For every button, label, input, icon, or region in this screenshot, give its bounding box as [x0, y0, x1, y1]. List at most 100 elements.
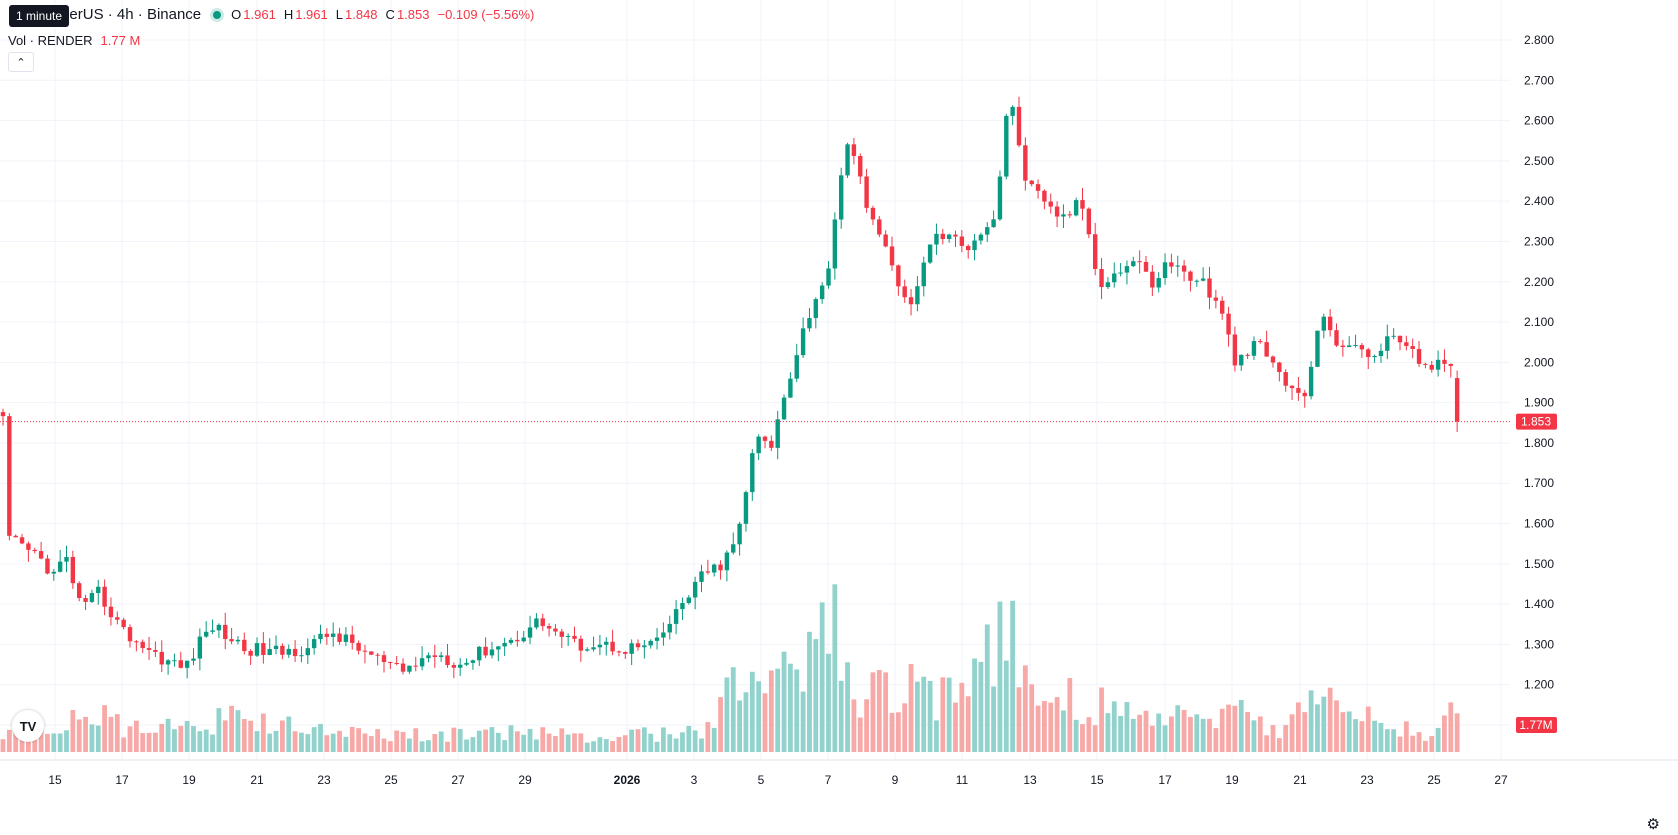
candle-up	[1200, 278, 1206, 281]
time-axis[interactable]: 15 17 19 21 23 25 27 29 2026 3 5 7 9 11 13 15 17 19 21 23 25…	[0, 759, 1678, 787]
candle-down	[559, 631, 564, 637]
candle-up	[839, 175, 844, 220]
volume-bar	[895, 712, 901, 752]
candle-down	[1042, 190, 1047, 202]
volume-bar	[1442, 715, 1447, 752]
candle-up	[813, 299, 818, 319]
collapse-legend-button[interactable]: ⌃	[8, 52, 34, 72]
volume-bar	[534, 739, 539, 752]
volume-bar	[1378, 722, 1384, 752]
candle-up	[743, 492, 749, 524]
volume-bar	[857, 717, 863, 752]
volume-bar	[267, 733, 273, 752]
candle-down	[1283, 372, 1288, 386]
volume-bar	[140, 733, 146, 752]
candle-up	[731, 544, 736, 553]
gear-icon[interactable]: ⚙	[1646, 816, 1660, 833]
candle-up	[235, 639, 241, 642]
candle-up	[57, 561, 63, 572]
candle-up	[534, 618, 539, 628]
open-value: 1.961	[243, 7, 276, 22]
candle-down	[1016, 106, 1022, 146]
candle-down	[1226, 313, 1231, 335]
candle-down	[908, 297, 914, 305]
price-axis[interactable]: 2.800 2.700 2.600 2.500 2.400 2.300 2.200 2.100…	[1516, 33, 1557, 733]
candle-up	[331, 633, 336, 637]
close-value: 1.853	[396, 7, 430, 22]
candle-down	[261, 643, 266, 656]
volume-bar	[883, 672, 889, 752]
candle-up	[318, 633, 323, 640]
candles	[0, 96, 1460, 679]
candle-down	[1340, 345, 1346, 348]
volume-bar	[1416, 732, 1422, 752]
candle-up	[1010, 106, 1015, 116]
volume-bar	[1080, 724, 1085, 752]
candle-down	[966, 245, 971, 251]
volume-bar	[1035, 705, 1041, 752]
volume-bar	[13, 724, 19, 752]
volume-bar	[324, 735, 330, 752]
volume-bar	[203, 729, 209, 752]
volume-bar	[603, 739, 609, 752]
volume-bar	[661, 727, 666, 752]
volume-label: Vol · RENDER	[8, 33, 93, 48]
volume-bar	[1048, 702, 1054, 752]
candle-down	[242, 639, 247, 652]
candle-up	[1118, 272, 1123, 274]
volume-bar	[1118, 715, 1123, 752]
candle-up	[585, 649, 590, 651]
candle-up	[1372, 356, 1377, 358]
candle-down	[858, 155, 863, 177]
volume-bar	[1016, 687, 1022, 752]
volume-bar	[902, 703, 908, 752]
candle-down	[223, 624, 228, 640]
candle-down	[381, 655, 387, 662]
time-tick-label: 9	[892, 773, 899, 787]
candle-down	[1220, 300, 1225, 314]
candle-up	[737, 523, 742, 545]
price-tick-label: 2.200	[1524, 275, 1554, 289]
candle-down	[1086, 208, 1092, 235]
volume-bar	[1092, 725, 1098, 752]
volume-bar	[1359, 721, 1365, 752]
volume-bar	[229, 705, 234, 752]
price-tick-label: 1.700	[1524, 476, 1554, 490]
volume-bar	[622, 735, 628, 752]
candle-up	[197, 636, 203, 659]
volume-bar	[248, 720, 254, 752]
volume-bar	[1137, 714, 1143, 752]
candle-up	[1156, 278, 1161, 288]
volume-bar	[864, 699, 869, 752]
candle-up	[1124, 266, 1130, 273]
candle-up	[1239, 354, 1244, 366]
volume-bar	[305, 734, 311, 752]
candle-down	[1454, 378, 1460, 422]
tradingview-logo[interactable]: TV	[12, 710, 44, 742]
volume-bar	[362, 733, 368, 752]
volume-bar	[292, 731, 298, 752]
volume-bar	[413, 728, 419, 752]
candle-down	[1410, 345, 1415, 350]
candle-up	[686, 597, 691, 603]
time-tick-label: 29	[518, 773, 532, 787]
volume-bar	[1073, 719, 1079, 752]
candle-up	[832, 219, 838, 269]
time-tick-label: 17	[115, 773, 129, 787]
candle-down	[546, 626, 552, 629]
candle-down	[940, 233, 945, 240]
volume-bar	[51, 733, 57, 752]
volume-bar	[851, 699, 857, 752]
volume-bar	[38, 728, 44, 752]
volume-bar	[495, 732, 501, 752]
candle-down	[337, 633, 342, 642]
volume-bar	[667, 734, 673, 752]
volume-bar	[1169, 716, 1174, 752]
volume-bar	[1276, 738, 1282, 752]
volume-legend[interactable]: Vol · RENDER 1.77 M	[8, 33, 140, 48]
volume-bar	[1010, 600, 1016, 752]
price-tick-label: 1.800	[1524, 436, 1554, 450]
candle-up	[800, 328, 806, 356]
volume-bar	[1327, 687, 1333, 752]
